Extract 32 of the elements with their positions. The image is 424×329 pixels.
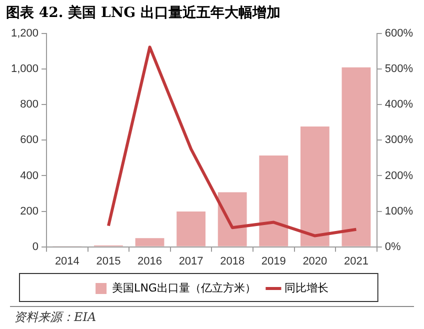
text: 资料来源：EIA [14,309,96,326]
chart-title: 图表 42. 美国 LNG 出口量近五年大幅增加 [6,4,280,22]
bar [176,211,206,246]
y2-tick-label: 300% [384,134,414,146]
legend-label: 美国LNG出口量（亿立方米） [112,281,256,294]
bar [342,67,371,246]
bar [300,126,330,246]
x-tick-label: 2019 [261,255,286,268]
x-tick-label: 2016 [138,255,162,268]
y-tick-label: 1,000 [10,63,39,76]
y2-tick-label: 200% [384,170,414,182]
y-tick-label: 400 [20,170,39,182]
y-tick-label: 200 [20,205,39,218]
bar [259,155,288,246]
bar [135,238,164,246]
y-tick-label: 1,200 [10,28,39,40]
x-tick-label: 2020 [302,255,328,268]
y2-tick-label: 500% [384,63,414,76]
x-tick-label: 2014 [54,255,80,268]
x-tick-label: 2017 [178,255,204,268]
y-tick-label: 800 [20,98,39,111]
x-tick-label: 2018 [220,255,245,268]
y-tick-label: 0 [32,240,39,253]
x-tick-label: 2015 [96,255,121,268]
y2-tick-label: 400% [384,98,414,111]
legend-label: 同比增长 [284,281,328,294]
y2-tick-label: 600% [384,28,414,40]
y2-tick-label: 0% [384,240,401,253]
bar [218,192,247,246]
y-tick-label: 600 [20,134,39,146]
y2-tick-label: 100% [384,205,414,218]
x-tick-label: 2021 [344,255,368,268]
